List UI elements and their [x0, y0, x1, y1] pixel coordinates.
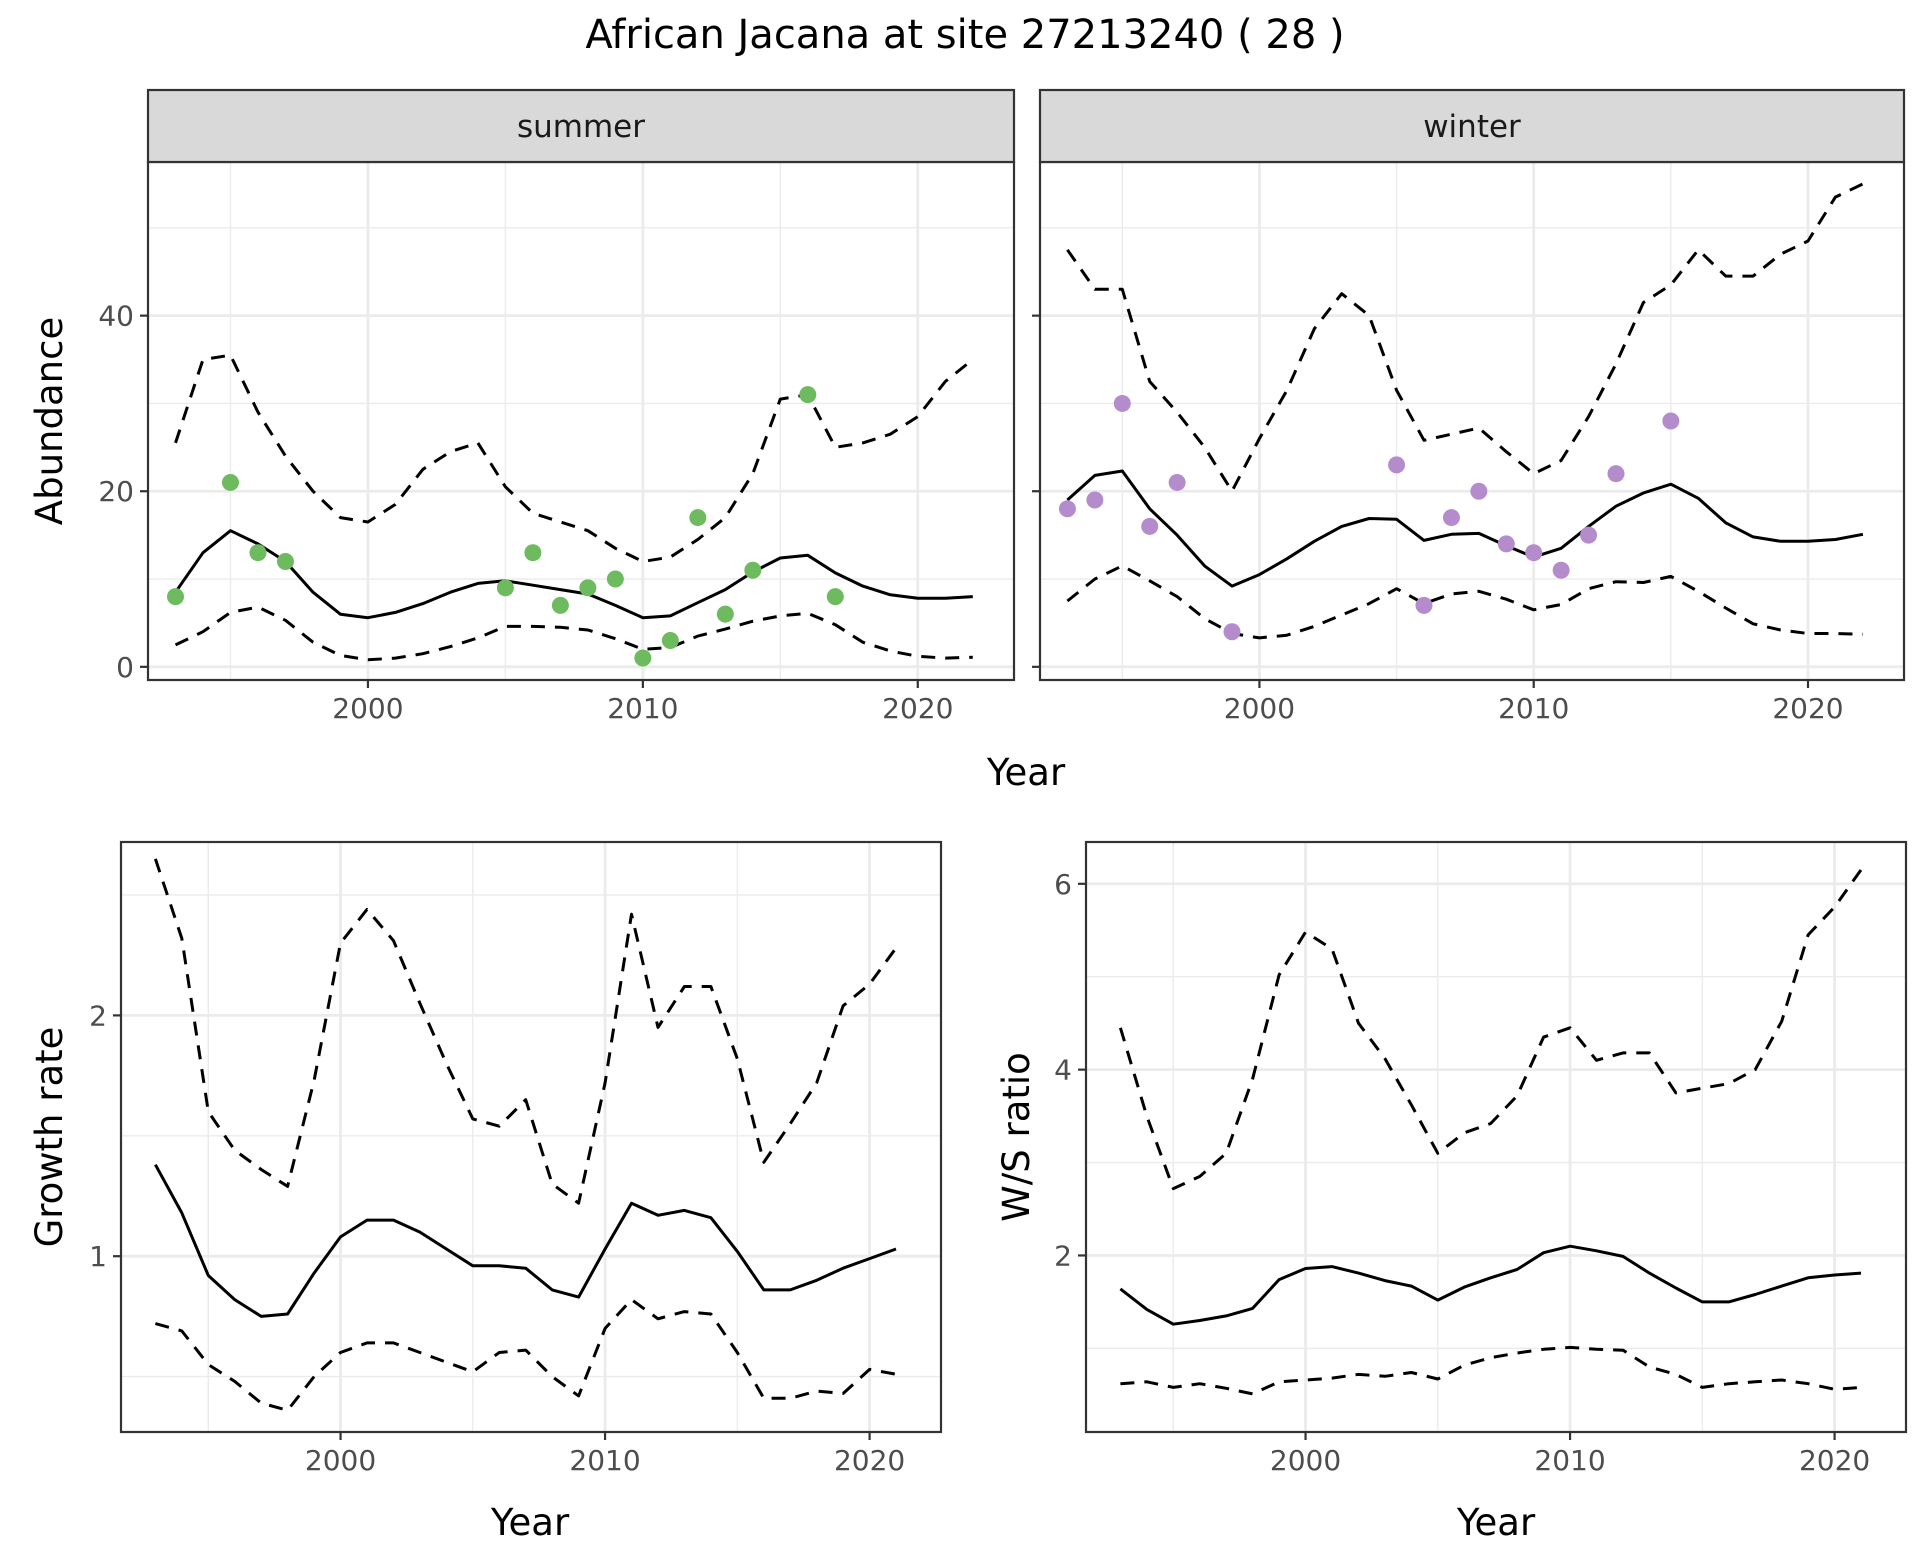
data-point	[1607, 465, 1625, 483]
data-point	[1223, 623, 1241, 641]
data-point	[1058, 500, 1076, 518]
x-tick-label: 2020	[1772, 692, 1843, 725]
data-point	[1415, 596, 1433, 614]
data-point	[716, 605, 734, 623]
data-point	[1141, 517, 1159, 535]
y-tick-label: 6	[1054, 868, 1072, 901]
panel-background	[148, 162, 1014, 680]
data-point	[221, 473, 239, 491]
x-axis-label: Year	[490, 1501, 570, 1544]
x-tick-label: 2000	[305, 1444, 376, 1477]
trend-line	[154, 1163, 897, 1318]
data-point	[276, 552, 294, 570]
data-point	[1168, 473, 1186, 491]
x-tick-label: 2020	[1799, 1444, 1870, 1477]
data-point	[1113, 394, 1131, 412]
y-tick-label: 4	[1054, 1054, 1072, 1087]
panel-summer: summer 2000 2010 2020 0 20 40 Abundance	[28, 88, 1016, 725]
interval-line-1	[153, 858, 898, 1205]
panel-winter: winter 2000 2010 2020	[1032, 88, 1906, 725]
data-point	[689, 509, 707, 527]
panel-background	[1086, 842, 1906, 1432]
data-point	[1470, 482, 1488, 500]
x-tick-label: 2010	[569, 1444, 640, 1477]
interval-line-1	[1118, 869, 1863, 1191]
y-tick-label: 40	[98, 300, 134, 333]
panel-ratio: 2000 2010 2020 2 4 6 W/S ratio Year	[995, 840, 1908, 1544]
data-point	[1580, 526, 1598, 544]
interval-line-1	[1066, 182, 1864, 493]
x-tick-label: 2000	[1270, 1444, 1341, 1477]
data-point	[1388, 456, 1406, 474]
data-point	[1442, 509, 1460, 527]
interval-line-2	[155, 1298, 897, 1412]
x-tick-label: 2000	[1224, 692, 1295, 725]
data-point	[826, 588, 844, 606]
interval-line-1	[174, 353, 974, 563]
trend-line	[174, 529, 973, 620]
x-axis-label: Year	[1456, 1501, 1536, 1544]
x-tick-label: 2010	[607, 692, 678, 725]
facet-label: winter	[1423, 109, 1521, 145]
y-tick-label: 0	[116, 651, 134, 684]
y-tick-label: 2	[1054, 1239, 1072, 1272]
data-point	[1662, 412, 1680, 430]
interval-line-2	[1120, 1345, 1862, 1396]
panel-border	[1084, 840, 1908, 1434]
data-point	[496, 579, 514, 597]
gridlines	[121, 842, 941, 1432]
data-point	[1497, 535, 1515, 553]
facet-label: summer	[517, 109, 645, 145]
gridlines	[1040, 162, 1904, 680]
interval-line-2	[174, 605, 973, 662]
data-point	[1525, 544, 1543, 562]
trend-line	[1119, 1244, 1862, 1326]
y-axis-label: Growth rate	[28, 1027, 71, 1248]
gridlines	[1086, 842, 1906, 1432]
data-point	[799, 386, 817, 404]
data-point	[1086, 491, 1104, 509]
data-point	[579, 579, 597, 597]
y-tick-label: 2	[89, 999, 107, 1032]
data-point	[524, 544, 542, 562]
x-tick-label: 2000	[332, 692, 403, 725]
data-point	[661, 631, 679, 649]
y-axis-label: Abundance	[28, 317, 71, 525]
data-point	[1552, 561, 1570, 579]
facet-strip	[1038, 88, 1906, 164]
y-axis-label: W/S ratio	[995, 1052, 1038, 1222]
trend-line	[1066, 469, 1864, 588]
data-point	[166, 588, 184, 606]
panel-border	[119, 840, 943, 1434]
x-tick-label: 2010	[1498, 692, 1569, 725]
y-tick-label: 1	[89, 1240, 107, 1273]
data-point	[744, 561, 762, 579]
data-point	[634, 649, 652, 667]
data-point	[606, 570, 624, 588]
facet-strip	[146, 88, 1016, 164]
gridlines	[148, 162, 1014, 680]
x-tick-label: 2020	[882, 692, 953, 725]
x-tick-label: 2010	[1534, 1444, 1605, 1477]
panel-background	[1040, 162, 1904, 680]
y-tick-label: 20	[98, 475, 134, 508]
chart-title: African Jacana at site 27213240 ( 28 )	[585, 12, 1344, 58]
x-tick-label: 2020	[834, 1444, 905, 1477]
panel-growth: 2000 2010 2020 1 2 Growth rate Year	[28, 840, 943, 1544]
interval-line-2	[1066, 564, 1863, 640]
data-point	[551, 596, 569, 614]
data-point	[249, 544, 267, 562]
panel-background	[121, 842, 941, 1432]
x-axis-label-shared: Year	[986, 751, 1066, 794]
